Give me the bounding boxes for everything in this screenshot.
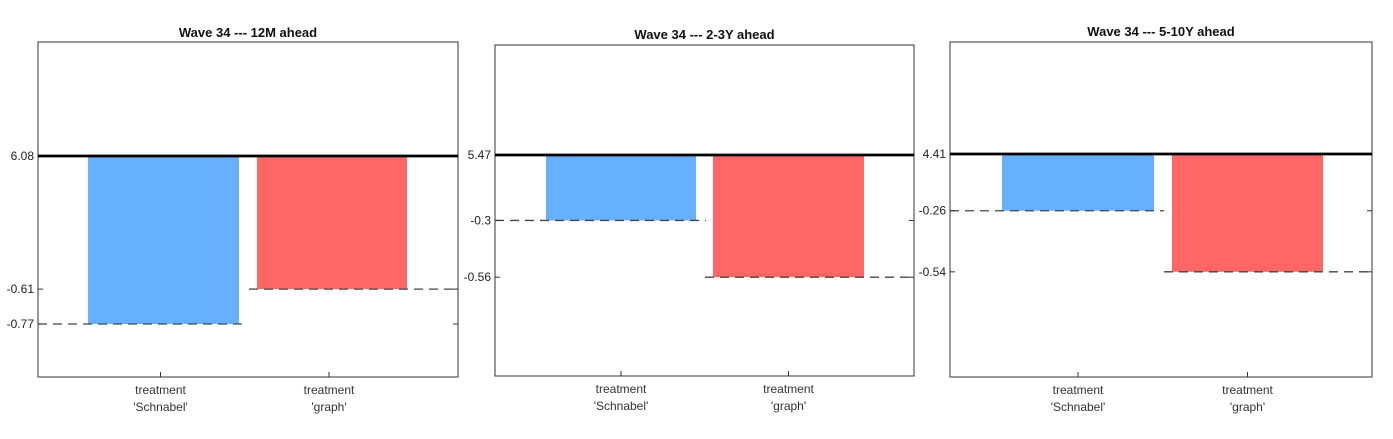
bar-graph	[257, 156, 407, 290]
y-tick-label: -0.77	[7, 317, 35, 331]
y-tick-label: -0.56	[464, 270, 492, 284]
x-category-line: 'Schnabel'	[1051, 400, 1106, 414]
bar-schnabel	[546, 155, 696, 221]
x-category-line: treatment	[135, 383, 186, 397]
x-category-line: treatment	[763, 382, 814, 396]
chart-panel-2: Wave 34 --- 2-3Y ahead -0.3 -0.56 5.47 treat…	[464, 27, 915, 413]
x-category-label: treatment 'graph'	[763, 382, 814, 413]
bar-graph	[1172, 154, 1323, 272]
baseline-label: 4.41	[923, 147, 947, 161]
x-category-line: 'Schnabel'	[594, 399, 649, 413]
chart-title: Wave 34 --- 2-3Y ahead	[634, 27, 774, 42]
x-category-line: treatment	[304, 383, 355, 397]
x-category-label: treatment 'graph'	[1222, 383, 1273, 414]
chart-panel-3: Wave 34 --- 5-10Y ahead -0.26 -0.54 4.41 tre…	[919, 24, 1373, 414]
baseline-label: 5.47	[468, 148, 492, 162]
x-category-line: treatment	[1053, 383, 1104, 397]
chart-panel-1: Wave 34 --- 12M ahead -0.77 -0.61 6.08 treat…	[7, 25, 459, 414]
chart-title: Wave 34 --- 12M ahead	[179, 25, 317, 40]
bar-schnabel	[1002, 154, 1154, 211]
y-tick-label: -0.61	[7, 282, 35, 296]
x-category-line: treatment	[1222, 383, 1273, 397]
plot-frame	[37, 41, 459, 378]
y-tick-label: -0.3	[470, 213, 491, 227]
y-tick-label: -0.26	[919, 204, 947, 218]
x-category-line: 'graph'	[311, 400, 346, 414]
x-category-label: treatment 'graph'	[304, 383, 355, 414]
baseline-label: 6.08	[11, 149, 35, 163]
x-category-label: treatment 'Schnabel'	[133, 383, 188, 414]
x-category-line: treatment	[596, 382, 647, 396]
x-category-line: 'graph'	[1230, 400, 1265, 414]
x-category-line: 'graph'	[771, 399, 806, 413]
chart-title: Wave 34 --- 5-10Y ahead	[1087, 24, 1234, 39]
bar-graph	[713, 155, 864, 278]
y-tick-label: -0.54	[919, 265, 947, 279]
plot-frame	[949, 41, 1373, 378]
bar-schnabel	[88, 156, 239, 325]
x-category-label: treatment 'Schnabel'	[1051, 383, 1106, 414]
x-category-line: 'Schnabel'	[133, 400, 188, 414]
plot-frame	[494, 44, 915, 377]
x-category-label: treatment 'Schnabel'	[594, 382, 649, 413]
